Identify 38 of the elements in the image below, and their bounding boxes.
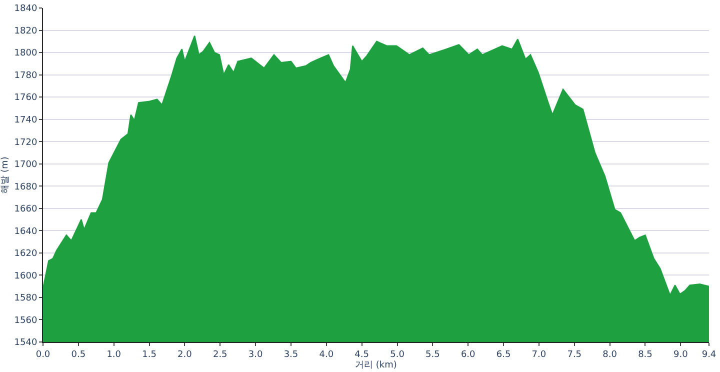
y-tick-label: 1680 (14, 182, 38, 192)
y-tick-label: 1580 (14, 294, 38, 304)
y-tick-label: 1660 (14, 204, 38, 215)
y-tick-label: 1840 (14, 4, 38, 14)
y-tick-label: 1740 (14, 115, 38, 126)
x-tick-label: 4.5 (354, 350, 369, 360)
y-tick-label: 1720 (14, 138, 38, 148)
x-tick-label: 1.0 (106, 350, 122, 360)
x-tick-label: 4.0 (319, 350, 334, 360)
y-tick-label: 1800 (14, 48, 38, 59)
y-tick-label: 1560 (14, 316, 38, 326)
y-tick-label: 1760 (14, 93, 38, 104)
x-tick-label: 1.5 (142, 350, 156, 360)
y-tick-label: 1700 (14, 160, 38, 170)
x-tick-label: 9.0 (673, 350, 688, 360)
x-tick-label: 6.5 (496, 350, 511, 360)
x-tick-label: 5.5 (426, 350, 440, 360)
x-tick-label: 7.0 (532, 350, 546, 360)
x-tick-label: 6.0 (460, 350, 476, 360)
y-tick-label: 1600 (14, 271, 38, 282)
x-tick-label: 8.0 (602, 350, 618, 360)
x-tick-label: 0.5 (71, 350, 86, 360)
x-tick-label: 8.5 (638, 350, 652, 360)
x-tick-label: 3.0 (248, 350, 263, 360)
x-axis-title: 거리 (km) (355, 360, 397, 371)
y-tick-label: 1540 (14, 338, 38, 348)
x-tick-label: 9.4 (702, 350, 716, 360)
y-axis-title: 해발 (m) (0, 156, 11, 194)
y-tick-label: 1640 (14, 226, 38, 237)
x-tick-label: 3.5 (284, 350, 298, 360)
x-tick-label: 0.0 (36, 350, 50, 360)
y-tick-label: 1780 (14, 70, 38, 81)
x-tick-label: 2.0 (178, 350, 192, 360)
x-tick-label: 2.5 (212, 350, 228, 360)
x-tick-label: 7.5 (567, 350, 582, 360)
y-tick-label: 1820 (14, 26, 38, 36)
y-tick-label: 1620 (14, 249, 38, 260)
x-tick-label: 5.0 (390, 350, 405, 360)
